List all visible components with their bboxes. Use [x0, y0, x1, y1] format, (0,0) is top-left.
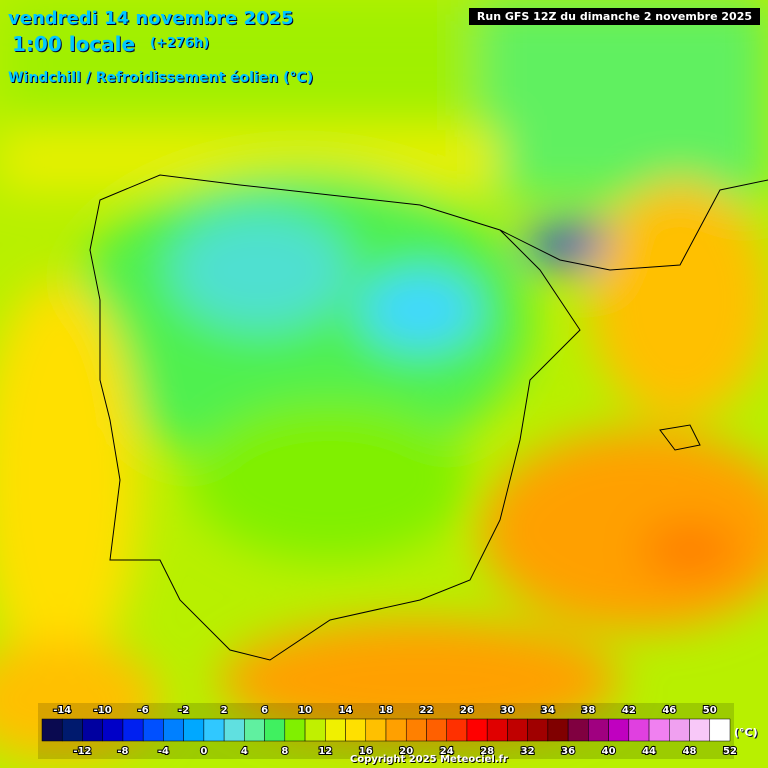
scale-box [82, 718, 103, 742]
scale-box [588, 718, 609, 742]
scale-box [628, 718, 650, 742]
lead-time: (+276h) [150, 36, 210, 51]
time-title: 1:00 locale [12, 32, 136, 56]
scale-label: -6 [138, 705, 149, 716]
scale-box [61, 718, 83, 742]
scale-label: -14 [53, 705, 71, 716]
scale-box [405, 718, 427, 742]
scale-box [163, 718, 184, 742]
scale-box [648, 718, 670, 742]
scale-box [244, 718, 265, 742]
copyright: Copyright 2025 Meteociel.fr [350, 754, 508, 765]
scale-label: 16 [359, 746, 373, 757]
scale-label: 50 [703, 705, 717, 716]
scale-box [345, 718, 367, 742]
scale-label: 8 [281, 746, 288, 757]
scale-box [385, 718, 407, 742]
scale-box [223, 718, 245, 742]
parameter-title: Windchill / Refroidissement éolien (°C) [8, 70, 314, 86]
scale-label: 10 [298, 705, 312, 716]
scale-label: 34 [541, 705, 555, 716]
scale-box [689, 718, 711, 742]
scale-label: 36 [561, 746, 575, 757]
scale-label: 28 [480, 746, 494, 757]
run-info: Run GFS 12Z du dimanche 2 novembre 2025 [468, 8, 760, 25]
scale-label: 0 [200, 746, 207, 757]
scale-box [669, 718, 690, 742]
island [659, 424, 701, 451]
scale-label: -10 [94, 705, 112, 716]
scale-label: 42 [622, 705, 636, 716]
scale-box [466, 718, 488, 742]
scale-box [264, 718, 286, 742]
scale-label: -12 [73, 746, 91, 757]
color-scale: -14-12-10-8-6-4-202468101214161820222426… [38, 703, 738, 759]
scale-label: 26 [460, 705, 474, 716]
scale-box [304, 718, 326, 742]
scale-label: 40 [602, 746, 616, 757]
scale-box [41, 718, 63, 742]
scale-box [567, 718, 589, 742]
border [499, 179, 768, 271]
scale-box [142, 718, 164, 742]
scale-label: -2 [178, 705, 189, 716]
scale-label: 32 [521, 746, 535, 757]
scale-label: 12 [318, 746, 332, 757]
date-title: vendredi 14 novembre 2025 [8, 8, 294, 29]
scale-box [365, 718, 387, 742]
scale-box [527, 718, 549, 742]
scale-box [203, 718, 225, 742]
scale-box [507, 718, 528, 742]
scale-label: 38 [581, 705, 595, 716]
scale-box [547, 718, 569, 742]
scale-label: 24 [440, 746, 454, 757]
scale-box [284, 718, 306, 742]
scale-label: 30 [500, 705, 514, 716]
scale-label: 48 [683, 746, 697, 757]
scale-box [122, 718, 144, 742]
scale-box [486, 718, 508, 742]
scale-label: 22 [420, 705, 434, 716]
scale-box [325, 718, 346, 742]
scale-label: 4 [241, 746, 248, 757]
scale-box [426, 718, 447, 742]
scale-label: 18 [379, 705, 393, 716]
scale-label: 20 [399, 746, 413, 757]
scale-label: 2 [221, 705, 228, 716]
unit-label: (°C) [734, 726, 758, 739]
scale-box [183, 718, 205, 742]
coastline [89, 174, 581, 661]
scale-box [446, 718, 468, 742]
scale-label: -8 [117, 746, 128, 757]
scale-label: 44 [642, 746, 656, 757]
scale-box [709, 718, 731, 742]
scale-label: -4 [158, 746, 169, 757]
scale-box [608, 718, 630, 742]
scale-label: 6 [261, 705, 268, 716]
scale-label: 46 [662, 705, 676, 716]
scale-label: 52 [723, 746, 737, 757]
scale-label: 14 [339, 705, 353, 716]
scale-box [102, 718, 124, 742]
